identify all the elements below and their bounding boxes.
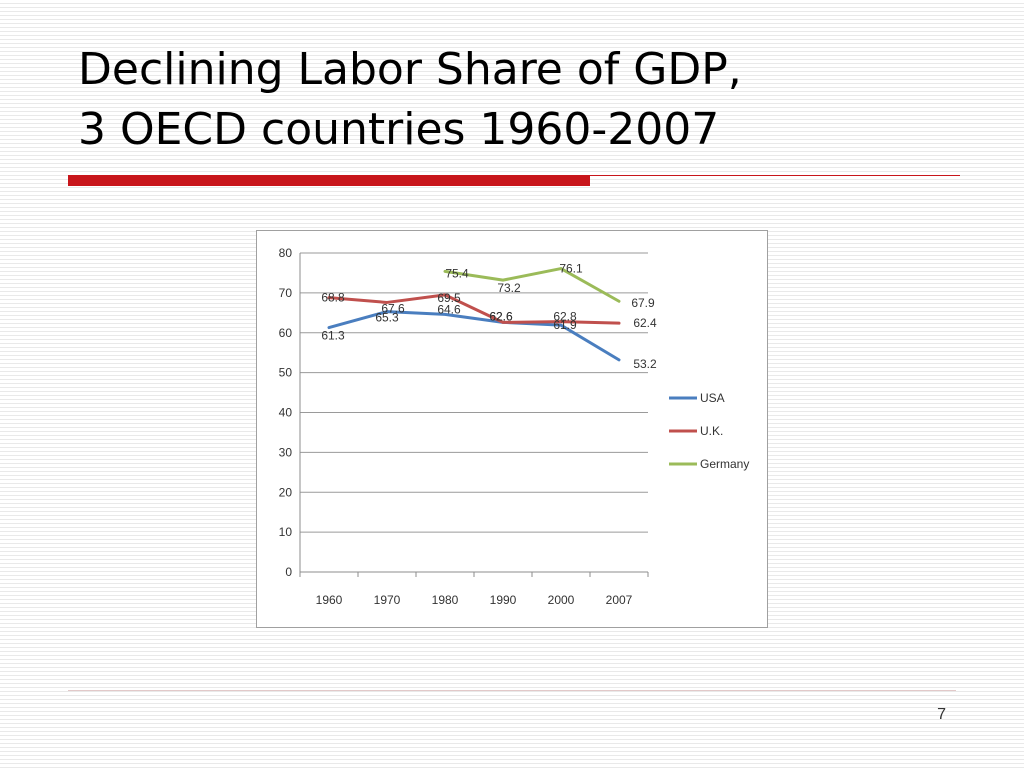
- data-label-usa-1980: 64.6: [437, 302, 461, 316]
- y-tick-label-30: 30: [279, 445, 293, 459]
- x-tick-label-1970: 1970: [374, 593, 401, 607]
- data-label-usa-2000: 61.9: [553, 318, 577, 332]
- y-tick-label-80: 80: [279, 246, 293, 260]
- data-label-u-k-2000: 62.8: [553, 310, 577, 324]
- y-tick-label-10: 10: [279, 525, 293, 539]
- data-label-germany-1990: 73.2: [497, 281, 521, 295]
- y-tick-label-50: 50: [279, 366, 293, 380]
- data-label-u-k-1960: 68.8: [321, 291, 345, 305]
- slide-title: Declining Labor Share of GDP, 3 OECD cou…: [78, 40, 742, 160]
- page-number: 7: [937, 706, 946, 723]
- data-label-germany-1980: 75.4: [445, 266, 469, 280]
- slide-title-line-2: 3 OECD countries 1960-2007: [78, 104, 720, 155]
- y-tick-label-20: 20: [279, 485, 293, 499]
- x-tick-label-1980: 1980: [432, 593, 459, 607]
- y-tick-label-0: 0: [285, 565, 292, 579]
- chart-axes: 0 10 20 30 40 50 60 70 80 1960 1970 1980 1990 2000 200…: [279, 246, 649, 607]
- title-underline-red: [68, 175, 590, 186]
- x-tick-label-1960: 1960: [316, 593, 343, 607]
- footer-divider: [68, 690, 956, 691]
- x-tick-label-2000: 2000: [548, 593, 575, 607]
- chart-frame: 0 10 20 30 40 50 60 70 80 1960 1970 1980 1990 2000 200…: [256, 230, 768, 628]
- chart-gridlines: [300, 252, 648, 573]
- data-label-u-k-1980: 69.5: [437, 291, 461, 305]
- series-line-u-k: [327, 293, 621, 325]
- y-tick-label-40: 40: [279, 406, 293, 420]
- series-line-germany: [443, 267, 621, 303]
- legend-label-usa: USA: [700, 391, 725, 405]
- data-label-u-k-1990: 62.6: [489, 309, 513, 323]
- data-label-germany-2000: 76.1: [559, 262, 583, 276]
- data-label-usa-1990: 62.6: [489, 309, 513, 323]
- legend-label-u-k: U.K.: [700, 424, 723, 438]
- x-tick-label-1990: 1990: [490, 593, 517, 607]
- data-label-germany-2007: 67.9: [631, 296, 655, 310]
- data-label-usa-1970: 65.3: [375, 311, 399, 325]
- chart-series: [327, 267, 621, 362]
- line-chart: 0 10 20 30 40 50 60 70 80 1960 1970 1980 1990 2000 200…: [279, 246, 750, 607]
- data-label-u-k-2007: 62.4: [633, 316, 657, 330]
- data-label-usa-2007: 53.2: [633, 357, 657, 371]
- slide-title-line-1: Declining Labor Share of GDP,: [78, 44, 742, 95]
- data-label-usa-1960: 61.3: [321, 329, 345, 343]
- x-tick-label-2007: 2007: [606, 593, 633, 607]
- title-underline-thin: [590, 175, 960, 176]
- chart-legend: USA U.K. Germany: [669, 391, 749, 471]
- data-label-u-k-1970: 67.6: [381, 301, 405, 315]
- legend-label-germany: Germany: [700, 457, 749, 471]
- y-tick-label-70: 70: [279, 286, 293, 300]
- y-tick-label-60: 60: [279, 326, 293, 340]
- chart-data-labels: 61.365.364.6 62.661.953.268.867.669.562.6…: [321, 262, 657, 371]
- series-line-usa: [327, 310, 621, 362]
